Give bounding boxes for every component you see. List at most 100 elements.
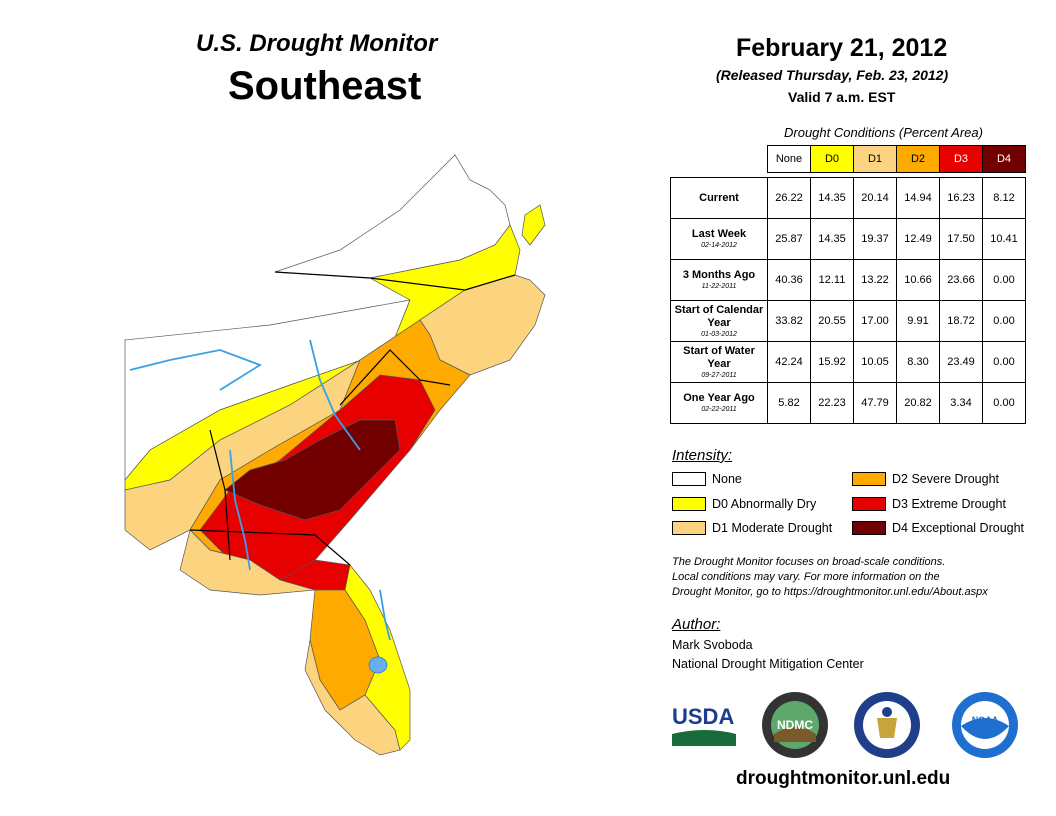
legend-swatch [672,472,706,486]
author-heading: Author: [672,616,721,633]
cell-d4: 0.00 [982,259,1026,301]
cell-d4: 8.12 [982,177,1026,219]
legend-swatch [852,521,886,535]
table-row-current: Current 26.22 14.35 20.14 14.94 16.23 8.… [670,177,1026,219]
note-line[interactable]: Drought Monitor, go to https://droughtmo… [672,586,988,598]
cell-d3: 16.23 [939,177,983,219]
state-border-nc-sc [339,349,451,406]
legend-swatch [852,497,886,511]
usda-logo: USDA [672,704,736,746]
cell-d3: 3.34 [939,382,983,424]
cell-d0: 20.55 [810,300,854,342]
cell-d0: 22.23 [810,382,854,424]
cell-none: 42.24 [767,341,811,383]
state-border-va-nc [274,271,516,291]
region-delmarva [521,204,546,246]
legend-item-none: None [672,471,742,487]
state-border-fl [189,529,351,566]
col-header-d4: D4 [982,145,1026,173]
cell-d0: 12.11 [810,259,854,301]
cell-d0: 14.35 [810,177,854,219]
cell-d2: 20.82 [896,382,940,424]
cell-d1: 20.14 [853,177,897,219]
map-supertitle: U.S. Drought Monitor [196,30,438,57]
author-name: Mark Svoboda [672,638,753,652]
svg-text:NOAA: NOAA [972,715,999,725]
table-header-row: None D0 D1 D2 D3 D4 [671,145,1026,173]
author-organization: National Drought Mitigation Center [672,657,864,671]
legend-title: Intensity: [672,447,733,464]
cell-d3: 23.66 [939,259,983,301]
legend-label: None [712,472,742,486]
row-label: 3 Months Ago 11-22-2011 [670,259,768,301]
river-tennessee [129,349,263,391]
cell-d2: 9.91 [896,300,940,342]
cell-d1: 10.05 [853,341,897,383]
legend-label: D1 Moderate Drought [712,521,833,535]
cell-d4: 0.00 [982,382,1026,424]
table-row-start-water-year: Start of Water Year 09-27-2011 42.24 15.9… [670,341,1026,383]
cell-d1: 19.37 [853,218,897,260]
legend-label: D2 Severe Drought [892,472,1000,486]
table-row-start-calendar-year: Start of Calendar Year 01-03-2012 33.82 2… [670,300,1026,342]
cell-d2: 12.49 [896,218,940,260]
table-header-blank [671,146,768,173]
cell-d4: 10.41 [982,218,1026,260]
note-line: The Drought Monitor focuses on broad-sca… [672,556,946,568]
legend-label: D3 Extreme Drought [892,497,1006,511]
col-header-d1: D1 [853,145,897,173]
drought-map [124,154,546,756]
disclaimer-note: The Drought Monitor focuses on broad-sca… [672,555,1052,600]
col-header-d2: D2 [896,145,940,173]
ndmc-logo: NDMC [762,692,828,758]
cell-d3: 18.72 [939,300,983,342]
legend-label: D0 Abnormally Dry [712,497,817,511]
cell-d4: 0.00 [982,300,1026,342]
cell-none: 25.87 [767,218,811,260]
note-line: Local conditions may vary. For more info… [672,571,940,583]
cell-none: 40.36 [767,259,811,301]
row-label: One Year Ago 02-22-2011 [670,382,768,424]
legend-label: D4 Exceptional Drought [892,521,1025,535]
cell-d0: 14.35 [810,218,854,260]
legend-swatch [852,472,886,486]
map-date: February 21, 2012 [736,34,948,62]
drought-stats-table: None D0 D1 D2 D3 D4 Current 26.22 14.35 … [670,145,1026,424]
commerce-seal-logo [854,692,920,758]
river-apalachicola [229,449,251,571]
cell-d3: 23.49 [939,341,983,383]
state-border-ga-al [209,429,231,561]
cell-d1: 47.79 [853,382,897,424]
map-region-title: Southeast [228,64,422,108]
cell-none: 26.22 [767,177,811,219]
row-label: Last Week 02-14-2012 [670,218,768,260]
valid-time: Valid 7 a.m. EST [788,89,896,105]
col-header-d0: D0 [810,145,854,173]
cell-d4: 0.00 [982,341,1026,383]
legend-swatch [672,521,706,535]
cell-d2: 14.94 [896,177,940,219]
cell-d0: 15.92 [810,341,854,383]
row-label: Current [670,177,768,219]
cell-none: 5.82 [767,382,811,424]
cell-none: 33.82 [767,300,811,342]
river-st-johns [379,589,391,641]
noaa-logo: NOAA [952,692,1018,758]
svg-text:NDMC: NDMC [777,718,813,732]
website-url[interactable]: droughtmonitor.unl.edu [736,768,951,789]
legend-swatch [672,497,706,511]
row-label: Start of Calendar Year 01-03-2012 [670,300,768,342]
cell-d2: 10.66 [896,259,940,301]
legend-item-d2: D2 Severe Drought [852,471,999,487]
table-row-3-months-ago: 3 Months Ago 11-22-2011 40.36 12.11 13.22… [670,259,1026,301]
table-row-last-week: Last Week 02-14-2012 25.87 14.35 19.37 12… [670,218,1026,260]
release-date: (Released Thursday, Feb. 23, 2012) [716,67,949,83]
legend-item-d1: D1 Moderate Drought [672,520,832,536]
legend-item-d4: D4 Exceptional Drought [852,520,1024,536]
svg-text:USDA: USDA [672,704,734,729]
lake-okeechobee [368,656,388,674]
table-row-one-year-ago: One Year Ago 02-22-2011 5.82 22.23 47.79 … [670,382,1026,424]
col-header-d3: D3 [939,145,983,173]
legend-item-d3: D3 Extreme Drought [852,496,1006,512]
cell-d1: 17.00 [853,300,897,342]
